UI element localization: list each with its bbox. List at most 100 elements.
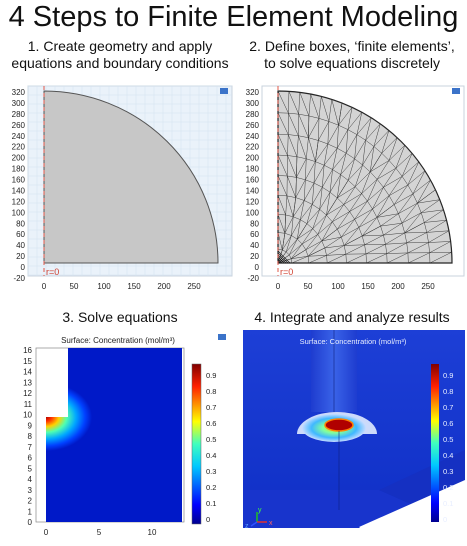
x-tick-label: 0 bbox=[44, 528, 49, 537]
colorbar-tick-label: 0 bbox=[443, 515, 447, 524]
window-icon[interactable] bbox=[220, 88, 228, 94]
axes-triad: y z x bbox=[245, 507, 273, 530]
symmetry-axis-label: r=0 bbox=[46, 267, 59, 277]
colorbar-tick-label: 0.8 bbox=[443, 387, 453, 396]
y-tick-label: 220 bbox=[12, 143, 26, 152]
x-tick-label: 200 bbox=[391, 282, 405, 291]
hotspot bbox=[324, 418, 354, 432]
y-tick-label: 320 bbox=[12, 88, 26, 97]
x-tick-label: 150 bbox=[361, 282, 375, 291]
y-tick-label: 180 bbox=[12, 165, 26, 174]
colorbar-tick-label: 0.7 bbox=[443, 403, 453, 412]
x-tick-label: 200 bbox=[157, 282, 171, 291]
y-axis-ticks: 3203002802602402202001801601401201008060… bbox=[246, 88, 260, 283]
colorbar-tick-label: 0.1 bbox=[206, 499, 216, 508]
y-tick-label: 14 bbox=[23, 368, 32, 377]
colorbar-tick-label: 0.1 bbox=[443, 499, 453, 508]
geometry-panel: r=0 320300280260240220200180160140120100… bbox=[0, 80, 236, 300]
x-tick-label: 250 bbox=[421, 282, 435, 291]
y-axis-ticks: 3203002802602402202001801601401201008060… bbox=[12, 88, 26, 283]
surface-title: Surface: Concentration (mol/m³) bbox=[300, 337, 407, 346]
step-2-caption: 2. Define boxes, ‘finite elements’, to s… bbox=[237, 38, 467, 72]
y-tick-label: 2 bbox=[28, 497, 33, 506]
step-1-caption: 1. Create geometry and apply equations a… bbox=[0, 38, 240, 72]
y-tick-label: 160 bbox=[246, 176, 260, 185]
y-tick-label: 15 bbox=[23, 357, 32, 366]
y-tick-label: 20 bbox=[16, 252, 25, 261]
step-1-line-2: equations and boundary conditions bbox=[11, 55, 229, 71]
y-tick-label: 140 bbox=[246, 186, 260, 195]
y-tick-label: 100 bbox=[12, 208, 26, 217]
colorbar-tick-label: 0.2 bbox=[443, 483, 453, 492]
result-panel: Surface: Concentration (mol/m³) 0.90.80.… bbox=[239, 330, 467, 546]
x-tick-label: 250 bbox=[187, 282, 201, 291]
colorbar-tick-label: 0.4 bbox=[206, 451, 216, 460]
y-tick-label: 7 bbox=[28, 443, 33, 452]
triangular-mesh bbox=[277, 90, 453, 264]
y-tick-label: 120 bbox=[246, 197, 260, 206]
y-tick-label: 320 bbox=[246, 88, 260, 97]
axis-z-label: z bbox=[245, 523, 249, 530]
y-tick-label: 200 bbox=[12, 154, 26, 163]
y-tick-label: -20 bbox=[247, 274, 259, 283]
x-tick-label: 50 bbox=[304, 282, 313, 291]
x-tick-label: 5 bbox=[97, 528, 102, 537]
y-tick-label: 140 bbox=[12, 186, 26, 195]
symmetry-axis-label: r=0 bbox=[280, 267, 293, 277]
y-tick-label: 180 bbox=[246, 165, 260, 174]
surface-title: Surface: Concentration (mol/m³) bbox=[61, 336, 175, 345]
colorbar-tick-label: 0.9 bbox=[206, 371, 216, 380]
colorbar-ticks: 0.9 0.8 0.7 0.6 0.5 0.4 0.3 0.2 0.1 0 bbox=[443, 371, 453, 524]
colorbar-tick-label: 0.6 bbox=[443, 419, 453, 428]
y-tick-label: 260 bbox=[246, 121, 260, 130]
y-tick-label: 40 bbox=[16, 241, 25, 250]
window-icon[interactable] bbox=[452, 88, 460, 94]
y-tick-label: 16 bbox=[23, 346, 32, 355]
y-tick-label: 300 bbox=[12, 99, 26, 108]
colorbar-tick-label: 0.3 bbox=[206, 467, 216, 476]
x-tick-label: 10 bbox=[148, 528, 157, 537]
step-4-caption: 4. Integrate and analyze results bbox=[254, 309, 450, 325]
step-3-caption: 3. Solve equations bbox=[62, 309, 178, 325]
colorbar-tick-label: 0.9 bbox=[443, 371, 453, 380]
y-tick-label: 260 bbox=[12, 121, 26, 130]
y-tick-label: 0 bbox=[28, 518, 33, 527]
y-tick-label: 8 bbox=[28, 432, 33, 441]
y-tick-label: 0 bbox=[255, 263, 260, 272]
x-tick-label: 100 bbox=[97, 282, 111, 291]
colorbar-tick-label: 0.5 bbox=[206, 435, 216, 444]
y-tick-label: 6 bbox=[28, 454, 33, 463]
step-2-line-2: to solve equations discretely bbox=[264, 55, 440, 71]
y-tick-label: 11 bbox=[24, 400, 33, 409]
y-tick-label: 300 bbox=[246, 99, 260, 108]
x-tick-label: 50 bbox=[70, 282, 79, 291]
y-tick-label: 3 bbox=[28, 486, 33, 495]
y-tick-label: 0 bbox=[21, 263, 26, 272]
colorbar-ticks: 0.9 0.8 0.7 0.6 0.5 0.4 0.3 0.2 0.1 0 bbox=[206, 371, 216, 524]
y-tick-label: 280 bbox=[12, 110, 26, 119]
colorbar-tick-label: 0.5 bbox=[443, 435, 453, 444]
window-icon[interactable] bbox=[218, 334, 226, 340]
y-tick-label: 60 bbox=[16, 230, 25, 239]
colorbar bbox=[431, 364, 439, 522]
colorbar-tick-label: 0.4 bbox=[443, 451, 453, 460]
y-tick-label: 12 bbox=[23, 389, 32, 398]
page-title: 4 Steps to Finite Element Modeling bbox=[8, 1, 459, 33]
y-tick-label: 4 bbox=[28, 475, 33, 484]
y-tick-label: 20 bbox=[250, 252, 259, 261]
colorbar-tick-label: 0.7 bbox=[206, 403, 216, 412]
x-axis-ticks: 0 5 10 bbox=[44, 528, 157, 537]
quarter-circle-geometry bbox=[43, 90, 219, 264]
y-tick-label: 200 bbox=[246, 154, 260, 163]
y-tick-label: 80 bbox=[16, 219, 25, 228]
colorbar-tick-label: 0.8 bbox=[206, 387, 216, 396]
colorbar-tick-label: 0.2 bbox=[206, 483, 216, 492]
y-tick-label: 100 bbox=[246, 208, 260, 217]
colorbar-tick-label: 0 bbox=[206, 515, 210, 524]
colorbar-tick-label: 0.3 bbox=[443, 467, 453, 476]
colorbar-tick-label: 0.6 bbox=[206, 419, 216, 428]
solution-panel: Surface: Concentration (mol/m³) 16151413… bbox=[0, 330, 236, 546]
y-tick-label: 10 bbox=[23, 411, 32, 420]
y-tick-label: -20 bbox=[13, 274, 25, 283]
y-tick-label: 240 bbox=[246, 132, 260, 141]
